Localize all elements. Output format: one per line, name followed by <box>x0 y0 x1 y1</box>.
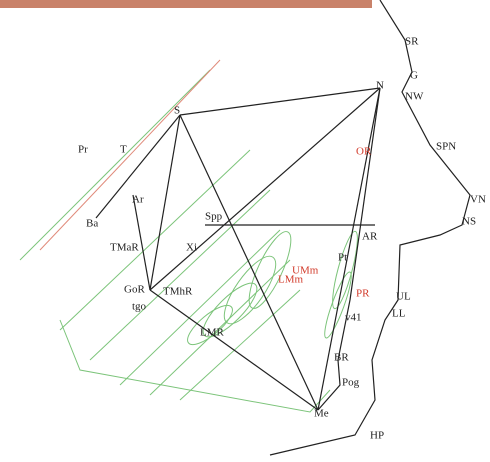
label: LMm <box>278 274 304 286</box>
label: UL <box>396 291 411 303</box>
label: Xi <box>186 242 197 254</box>
label: PR <box>356 288 370 300</box>
label: Pr <box>78 144 88 156</box>
label: LMR <box>200 327 225 339</box>
label: OR <box>356 146 372 158</box>
label: Me <box>314 408 329 420</box>
label: Pog <box>342 377 360 389</box>
label: NW <box>405 91 424 103</box>
label: G <box>410 70 418 82</box>
label: NS <box>462 216 476 228</box>
label: Ar <box>132 194 144 206</box>
label: N <box>376 80 384 92</box>
top-strip <box>0 0 372 8</box>
label: GoR <box>124 284 145 296</box>
label: TMhR <box>163 286 193 298</box>
label: SPN <box>436 141 456 153</box>
label: Spp <box>205 211 223 223</box>
label: AR <box>362 231 378 243</box>
label: TMaR <box>110 242 139 254</box>
label: S <box>174 105 180 117</box>
label: v41 <box>345 312 362 324</box>
label: Ba <box>86 218 98 230</box>
label: tgo <box>132 301 147 313</box>
label: SR <box>405 36 419 48</box>
label: Pt <box>338 252 347 264</box>
label: LL <box>392 308 406 320</box>
tracing: SR G NW SPN VN NS N S Pr T Ba Ar TMaR Xi… <box>0 0 490 462</box>
label: T <box>120 144 127 156</box>
label: VN <box>470 194 486 206</box>
label: HP <box>370 430 384 442</box>
label: BR <box>334 352 349 364</box>
